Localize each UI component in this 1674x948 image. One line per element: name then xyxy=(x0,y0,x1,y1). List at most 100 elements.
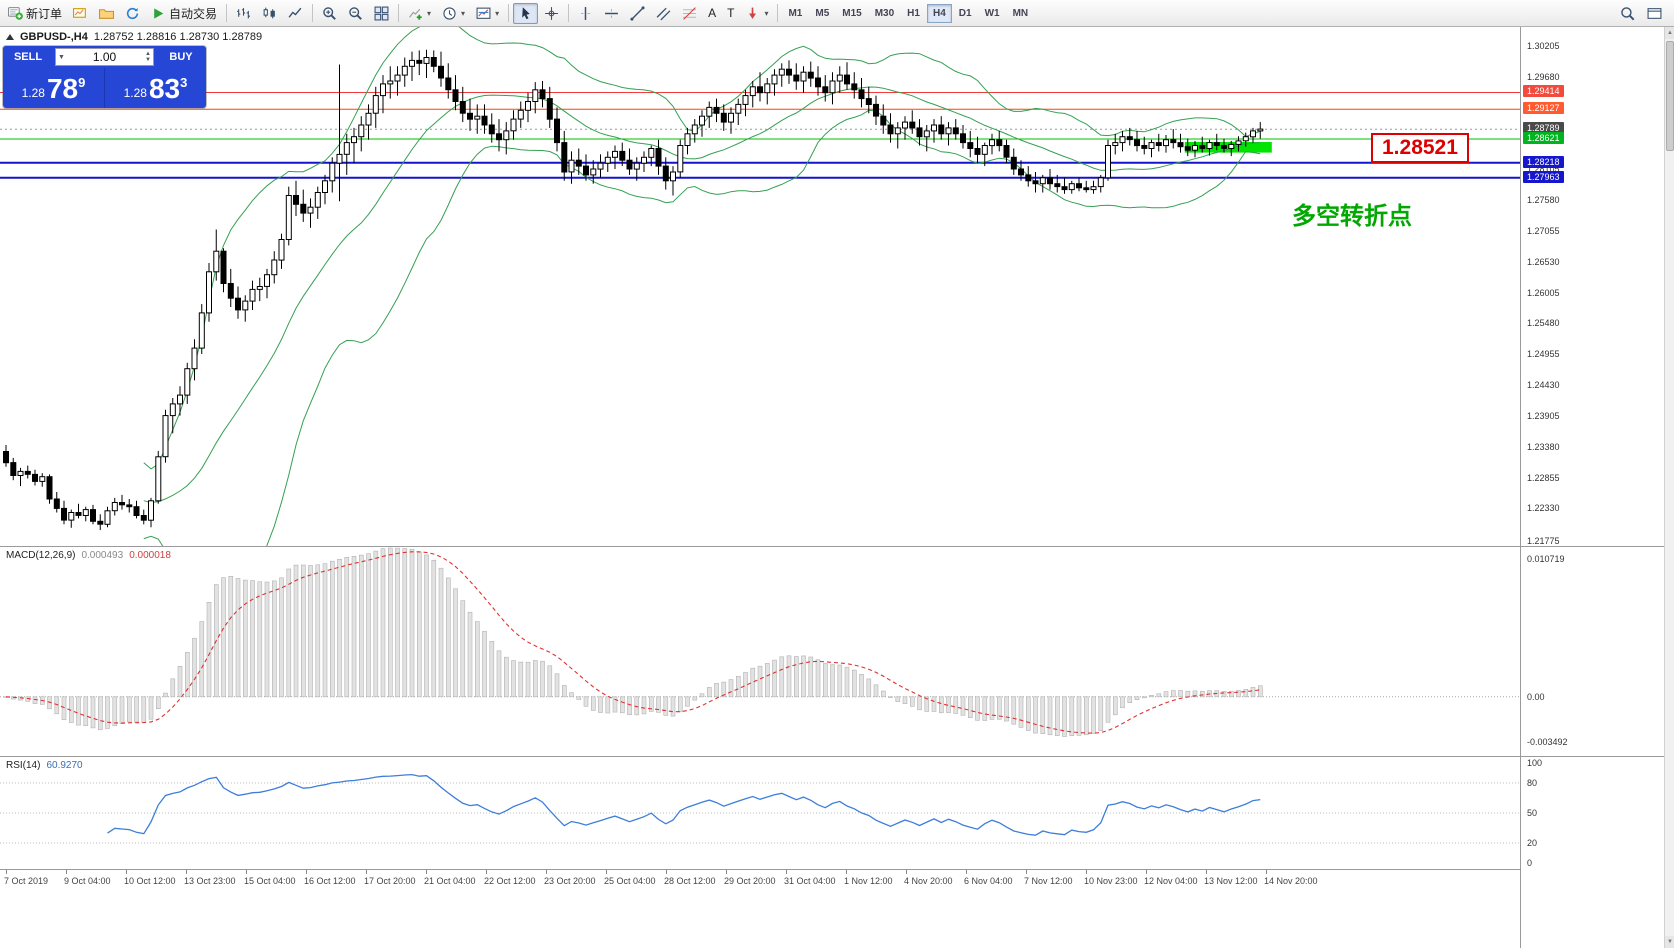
tile-windows-icon[interactable] xyxy=(369,3,394,24)
timeframe-m1[interactable]: M1 xyxy=(788,7,803,19)
channel-icon[interactable] xyxy=(651,3,676,24)
periods-icon[interactable]: ▾ xyxy=(437,3,470,24)
line-chart-icon[interactable] xyxy=(283,3,308,24)
candle xyxy=(445,77,452,91)
buy-price[interactable]: 1.28 83 3 xyxy=(104,68,206,108)
candle xyxy=(822,86,829,94)
profiles-icon[interactable] xyxy=(94,3,119,24)
macd-histogram-bar xyxy=(90,696,96,729)
macd-histogram-bar xyxy=(474,621,480,698)
macd-histogram-bar xyxy=(293,564,299,698)
scroll-down-icon[interactable]: ▼ xyxy=(1665,936,1674,948)
timeframe-w1[interactable]: W1 xyxy=(984,7,1000,19)
candle xyxy=(1242,136,1249,142)
macd-histogram-bar xyxy=(438,567,444,698)
candle xyxy=(104,510,111,525)
price-axis-label: 1.29680 xyxy=(1527,72,1560,82)
fibonacci-icon[interactable] xyxy=(677,3,702,24)
candle xyxy=(380,83,386,97)
candle xyxy=(974,148,981,155)
candle xyxy=(989,139,995,147)
macd-panel[interactable]: MACD(12,26,9) 0.000493 0.000018 xyxy=(0,547,1520,756)
timeframe-m15[interactable]: M15 xyxy=(842,7,862,19)
candle xyxy=(902,121,908,129)
trendline-icon[interactable] xyxy=(625,3,650,24)
price-tag: 1.29127 xyxy=(1523,102,1564,114)
candle xyxy=(938,124,945,135)
new-order-button[interactable]: 新订单 xyxy=(3,3,67,24)
zoom-out-icon[interactable] xyxy=(343,3,368,24)
timeframe-m5[interactable]: M5 xyxy=(815,7,830,19)
candle xyxy=(851,83,858,91)
candle xyxy=(778,68,785,76)
new-chart-icon[interactable] xyxy=(68,3,93,24)
rsi-axis-label: 20 xyxy=(1527,838,1538,848)
candle xyxy=(764,83,771,94)
candle xyxy=(510,118,517,132)
arrows-icon[interactable]: ▾ xyxy=(740,3,773,24)
timeframe-m30[interactable]: M30 xyxy=(874,7,895,19)
rsi-panel[interactable]: RSI(14) 60.9270 xyxy=(0,757,1520,869)
vertical-line-icon[interactable] xyxy=(573,3,598,24)
price-axis-label: 1.25480 xyxy=(1527,318,1560,328)
macd-histogram-bar xyxy=(351,556,357,698)
time-axis[interactable]: 7 Oct 2019 9 Oct 04:00 10 Oct 12:00 13 Oct … xyxy=(0,869,1520,895)
scrollbar-thumb[interactable] xyxy=(1666,41,1674,151)
volume-input[interactable]: ▼ 1.00 ▲ ▼ xyxy=(55,48,154,66)
timeframe-h1[interactable]: H1 xyxy=(907,7,920,19)
candle xyxy=(793,74,800,82)
candle xyxy=(960,133,966,144)
label-icon[interactable]: T xyxy=(727,6,735,20)
macd-histogram-bar xyxy=(1113,696,1118,716)
candle xyxy=(952,127,959,135)
macd-histogram-bar xyxy=(1185,690,1191,698)
macd-histogram-bar xyxy=(1062,696,1067,737)
time-axis-tick xyxy=(1146,870,1147,874)
bar-chart-icon[interactable] xyxy=(231,3,256,24)
buy-button[interactable]: BUY xyxy=(156,46,206,68)
price-label-box[interactable]: 1.28521 xyxy=(1371,133,1469,163)
macd-histogram-bar xyxy=(300,564,306,698)
text-icon[interactable]: A xyxy=(708,6,717,20)
time-axis-label: 28 Oct 12:00 xyxy=(664,876,716,886)
candle xyxy=(1105,145,1111,179)
new-window-icon[interactable] xyxy=(1642,3,1667,24)
timeframe-mn[interactable]: MN xyxy=(1012,7,1029,19)
macd-histogram-bar xyxy=(917,696,922,711)
macd-histogram-bar xyxy=(163,692,168,698)
indicators-icon[interactable]: ▾ xyxy=(403,3,436,24)
candle xyxy=(1213,142,1220,146)
macd-histogram-bar xyxy=(1026,696,1031,731)
time-axis-label: 6 Nov 04:00 xyxy=(964,876,1013,886)
horizontal-line-icon[interactable] xyxy=(599,3,624,24)
templates-icon[interactable]: ▾ xyxy=(471,3,504,24)
search-icon[interactable] xyxy=(1615,3,1640,24)
scroll-up-icon[interactable]: ▲ xyxy=(1665,27,1674,39)
turning-point-annotation[interactable]: 多空转折点 xyxy=(1292,203,1412,230)
refresh-icon[interactable] xyxy=(120,3,145,24)
panel-separator[interactable] xyxy=(0,756,1664,757)
autotrading-button[interactable]: 自动交易 xyxy=(146,3,222,24)
macd-histogram-bar xyxy=(322,563,328,698)
panel-separator[interactable] xyxy=(0,546,1664,547)
zoom-in-icon[interactable] xyxy=(317,3,342,24)
volume-dropdown-icon[interactable]: ▼ xyxy=(58,53,65,61)
sell-price[interactable]: 1.28 78 9 xyxy=(21,73,86,104)
candle xyxy=(416,59,423,64)
price-axis[interactable]: 1.302051.296801.291551.286301.281051.275… xyxy=(1520,27,1664,948)
time-axis-label: 14 Nov 20:00 xyxy=(1264,876,1318,886)
macd-histogram-bar xyxy=(518,661,524,698)
vertical-scrollbar[interactable]: ▲ ▼ xyxy=(1664,27,1674,948)
timeframe-h4[interactable]: H4 xyxy=(926,3,952,23)
sell-button[interactable]: SELL xyxy=(3,46,53,68)
candle xyxy=(90,509,96,522)
candlestick-chart-icon[interactable] xyxy=(257,3,282,24)
crosshair-icon[interactable] xyxy=(539,3,564,24)
time-axis-tick xyxy=(906,870,907,874)
volume-spinner[interactable]: ▲ ▼ xyxy=(145,51,151,63)
candle xyxy=(488,124,495,135)
candle xyxy=(1221,145,1227,149)
timeframe-d1[interactable]: D1 xyxy=(958,7,972,19)
cursor-icon[interactable] xyxy=(513,2,539,24)
price-chart-panel[interactable]: GBPUSD-,H4 1.28752 1.28816 1.28730 1.287… xyxy=(0,27,1520,546)
